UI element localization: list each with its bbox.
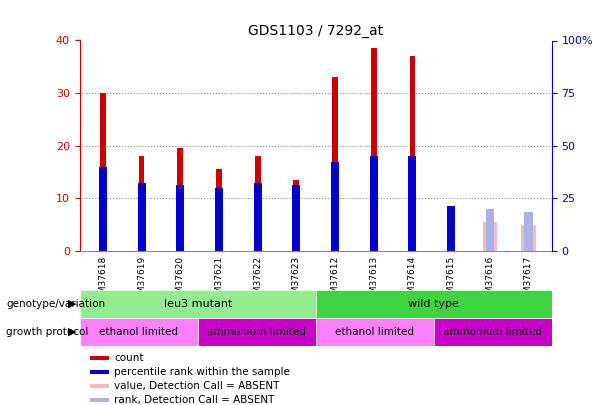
Text: genotype/variation: genotype/variation (6, 299, 105, 309)
Bar (90, 398, 109, 402)
Bar (294, 180, 299, 251)
Bar (371, 48, 376, 251)
Text: rank, Detection Call = ABSENT: rank, Detection Call = ABSENT (115, 395, 275, 405)
Bar (292, 185, 300, 251)
Text: growth protocol: growth protocol (6, 327, 88, 337)
Bar (525, 211, 533, 251)
Bar (216, 169, 222, 251)
Bar (408, 156, 416, 251)
Bar (176, 185, 185, 251)
Text: leu3 mutant: leu3 mutant (164, 299, 232, 309)
Text: ethanol limited: ethanol limited (335, 327, 414, 337)
Bar (434, 318, 552, 346)
Bar (80, 290, 316, 318)
Text: percentile rank within the sample: percentile rank within the sample (115, 367, 290, 377)
Bar (332, 77, 338, 251)
Bar (90, 370, 109, 374)
Text: value, Detection Call = ABSENT: value, Detection Call = ABSENT (115, 381, 280, 391)
Bar (255, 156, 261, 251)
Bar (316, 290, 552, 318)
Bar (254, 183, 262, 251)
Text: ▶: ▶ (68, 327, 77, 337)
Bar (100, 93, 106, 251)
Bar (316, 318, 434, 346)
Bar (139, 156, 145, 251)
Bar (331, 162, 339, 251)
Bar (90, 384, 109, 388)
Bar (90, 356, 109, 360)
Bar (485, 209, 494, 251)
Bar (80, 318, 197, 346)
Text: ▶: ▶ (68, 299, 77, 309)
Bar (370, 156, 378, 251)
Text: count: count (115, 353, 144, 363)
Bar (99, 167, 107, 251)
Bar (447, 207, 455, 251)
Title: GDS1103 / 7292_at: GDS1103 / 7292_at (248, 24, 383, 38)
Bar (137, 183, 146, 251)
Bar (409, 56, 416, 251)
Text: ethanol limited: ethanol limited (99, 327, 178, 337)
Bar (482, 222, 497, 251)
Text: ammonium limited: ammonium limited (207, 327, 306, 337)
Text: wild type: wild type (408, 299, 459, 309)
Bar (448, 228, 454, 251)
Bar (215, 188, 223, 251)
Text: ammonium limited: ammonium limited (443, 327, 542, 337)
Bar (177, 149, 183, 251)
Bar (197, 318, 316, 346)
Bar (521, 225, 536, 251)
